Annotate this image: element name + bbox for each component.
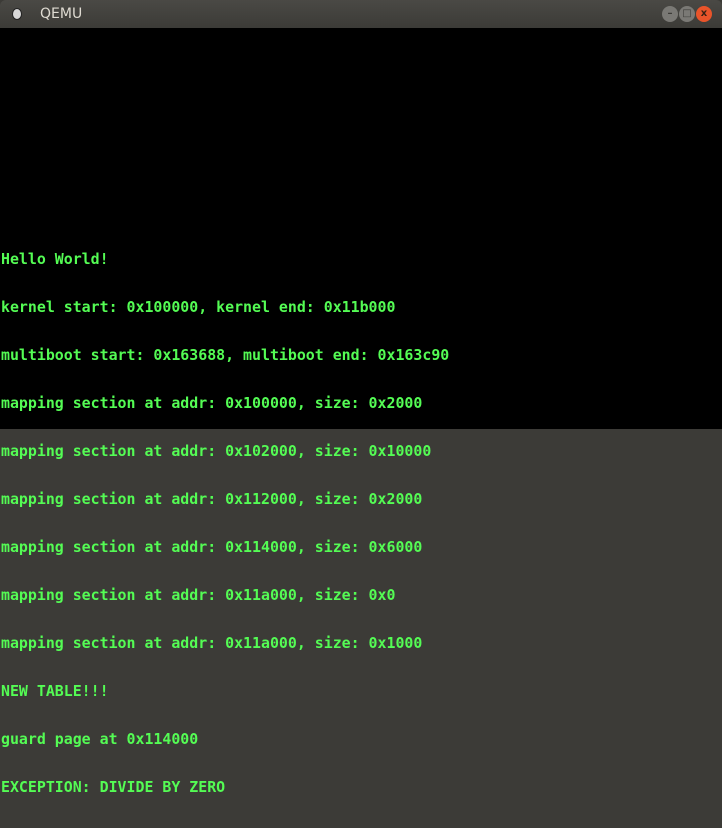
console-line: mapping section at addr: 0x100000, size:… (1, 394, 423, 412)
console-line: mapping section at addr: 0x112000, size:… (1, 490, 423, 508)
close-button[interactable]: x (696, 6, 712, 22)
qemu-app-icon (13, 9, 21, 19)
console-line: mapping section at addr: 0x114000, size:… (1, 538, 423, 556)
console-line: EXCEPTION: DIVIDE BY ZERO (1, 778, 226, 796)
window-title: QEMU (40, 6, 83, 22)
console-line: mapping section at addr: 0x11a000, size:… (1, 634, 423, 652)
console-line: multiboot start: 0x163688, multiboot end… (1, 346, 450, 364)
vm-display[interactable]: Hello World! kernel start: 0x100000, ker… (0, 28, 722, 795)
title-bar[interactable]: QEMU – □ x (0, 0, 722, 28)
console-line: mapping section at addr: 0x102000, size:… (1, 442, 432, 460)
minimize-button[interactable]: – (662, 6, 678, 22)
console-output: Hello World! kernel start: 0x100000, ker… (1, 219, 449, 827)
maximize-button[interactable]: □ (679, 6, 695, 22)
console-line: guard page at 0x114000 (1, 730, 199, 748)
console-line: mapping section at addr: 0x11a000, size:… (1, 586, 396, 604)
console-line: NEW TABLE!!! (1, 682, 109, 700)
console-line: kernel start: 0x100000, kernel end: 0x11… (1, 298, 396, 316)
console-line: Hello World! (1, 250, 109, 268)
